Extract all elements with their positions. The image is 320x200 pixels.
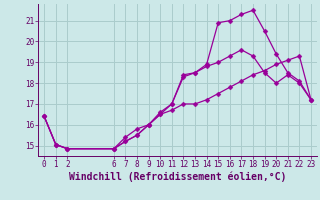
X-axis label: Windchill (Refroidissement éolien,°C): Windchill (Refroidissement éolien,°C) xyxy=(69,172,286,182)
